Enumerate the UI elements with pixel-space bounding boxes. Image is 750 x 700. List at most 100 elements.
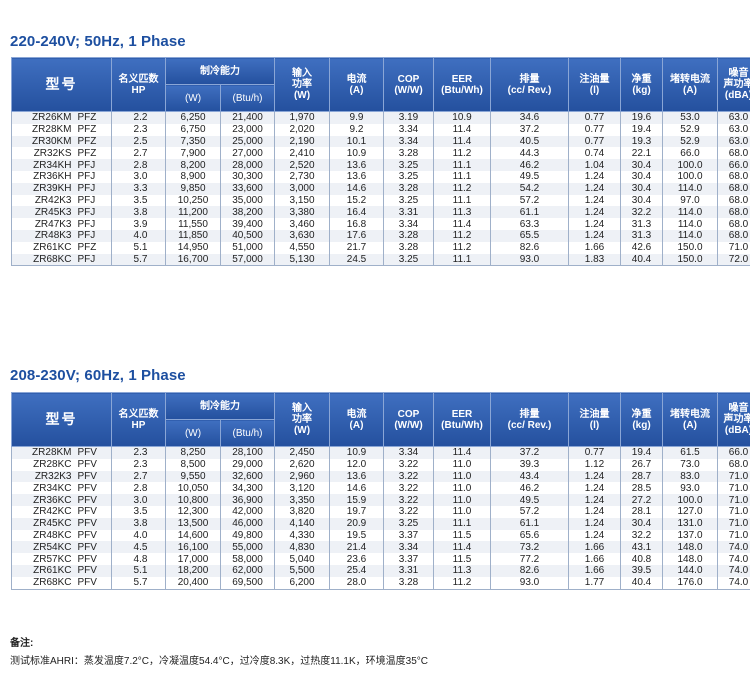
cell-cooling-btu: 21,400 — [220, 111, 275, 124]
cell-cooling-btu: 58,000 — [220, 553, 275, 565]
cell-eer: 11.3 — [433, 206, 491, 219]
cell-model-name: ZR42KC — [11, 505, 78, 518]
cell-model-suffix: PFV — [77, 482, 112, 495]
cell-input-power: 5,040 — [274, 553, 330, 565]
cell-noise: 71.0 — [717, 482, 750, 495]
cell-locked-rotor-current: 114.0 — [662, 182, 718, 195]
cell-locked-rotor-current: 93.0 — [662, 482, 718, 495]
header-hp: 名义匹数 HP — [111, 392, 166, 447]
cell-input-power: 2,450 — [274, 446, 330, 459]
header-oil-charge: 注油量 (l) — [568, 392, 621, 447]
cell-cooling-w: 13,500 — [165, 517, 221, 530]
cell-cooling-btu: 42,000 — [220, 505, 275, 518]
cell-input-power: 2,960 — [274, 470, 330, 483]
cell-oil-charge: 0.74 — [568, 147, 621, 160]
cell-model-suffix: PFV — [77, 529, 112, 542]
cell-cooling-btu: 34,300 — [220, 482, 275, 495]
cell-model-name: ZR30KM — [11, 135, 78, 148]
cell-noise: 63.0 — [717, 135, 750, 148]
cell-cooling-w: 14,600 — [165, 529, 221, 542]
cell-net-weight: 28.5 — [620, 482, 663, 495]
cell-oil-charge: 1.24 — [568, 505, 621, 518]
cell-displacement: 37.2 — [490, 446, 569, 459]
cell-hp: 2.7 — [111, 470, 166, 483]
cell-locked-rotor-current: 97.0 — [662, 194, 718, 207]
notes-text: 测试标准AHRI：蒸发温度7.2°C，冷凝温度54.4°C，过冷度8.3K，过热… — [10, 656, 429, 667]
cell-model-suffix: PFV — [77, 517, 112, 530]
cell-cop: 3.34 — [383, 218, 434, 230]
cell-model-name: ZR45KC — [11, 517, 78, 530]
cell-eer: 11.5 — [433, 553, 491, 565]
cell-current: 12.0 — [329, 458, 384, 471]
table-row: ZR39KH PFJ 3.3 9,850 33,600 3,000 14.6 3.28 11.2… — [11, 182, 750, 195]
cell-cooling-btu: 49,800 — [220, 529, 275, 542]
cell-noise: 71.0 — [717, 470, 750, 483]
cell-displacement: 77.2 — [490, 553, 569, 565]
table-row: ZR28KM PFZ 2.3 6,750 23,000 2,020 9.2 3.34 11.4 3… — [11, 123, 750, 136]
cell-current: 9.2 — [329, 123, 384, 136]
cell-model-suffix: PFV — [77, 470, 112, 483]
cell-model-name: ZR28KM — [11, 446, 78, 459]
cell-input-power: 3,820 — [274, 505, 330, 518]
cell-displacement: 37.2 — [490, 123, 569, 136]
header-model: 型号 — [11, 392, 112, 447]
cell-cooling-w: 11,850 — [165, 229, 221, 242]
cell-cop: 3.22 — [383, 494, 434, 506]
cell-cooling-btu: 39,400 — [220, 218, 275, 230]
cell-noise: 71.0 — [717, 529, 750, 542]
cell-current: 16.4 — [329, 206, 384, 219]
cell-eer: 11.4 — [433, 123, 491, 136]
cell-input-power: 3,150 — [274, 194, 330, 207]
cell-hp: 2.8 — [111, 159, 166, 171]
cell-model-name: ZR34KH — [11, 159, 78, 171]
cell-noise: 68.0 — [717, 206, 750, 219]
header-locked-rotor-current: 堵转电流 (A) — [662, 57, 718, 112]
cell-current: 15.2 — [329, 194, 384, 207]
cell-current: 16.8 — [329, 218, 384, 230]
cell-noise: 74.0 — [717, 564, 750, 577]
cell-oil-charge: 1.83 — [568, 253, 621, 267]
cell-cooling-btu: 35,000 — [220, 194, 275, 207]
cell-cooling-btu: 36,900 — [220, 494, 275, 506]
cell-cop: 3.37 — [383, 553, 434, 565]
cell-input-power: 5,500 — [274, 564, 330, 577]
cell-eer: 11.5 — [433, 529, 491, 542]
header-input-power: 输入 功率 (W) — [274, 57, 330, 112]
cell-displacement: 49.5 — [490, 494, 569, 506]
header-cooling-capacity: 制冷能力 — [165, 57, 275, 85]
table-row: ZR32K3 PFV 2.7 9,550 32,600 2,960 13.6 3.22 11.0… — [11, 470, 750, 483]
cell-eer: 10.9 — [433, 111, 491, 124]
cell-cop: 3.25 — [383, 170, 434, 183]
cell-locked-rotor-current: 148.0 — [662, 553, 718, 565]
cell-net-weight: 30.4 — [620, 182, 663, 195]
cell-cooling-btu: 46,000 — [220, 517, 275, 530]
cell-net-weight: 19.6 — [620, 111, 663, 124]
cell-hp: 4.0 — [111, 229, 166, 242]
cell-hp: 4.5 — [111, 541, 166, 554]
cell-current: 9.9 — [329, 111, 384, 124]
cell-model-name: ZR47K3 — [11, 218, 78, 230]
cell-hp: 2.3 — [111, 446, 166, 459]
cell-cooling-w: 8,900 — [165, 170, 221, 183]
cell-cooling-w: 20,400 — [165, 576, 221, 590]
cell-cop: 3.31 — [383, 206, 434, 219]
cell-eer: 11.2 — [433, 182, 491, 195]
cell-locked-rotor-current: 127.0 — [662, 505, 718, 518]
table-row: ZR28KM PFV 2.3 8,250 28,100 2,450 10.9 3.34 11.4… — [11, 446, 750, 459]
cell-locked-rotor-current: 114.0 — [662, 229, 718, 242]
header-model: 型号 — [11, 57, 112, 112]
table-row: ZR36KH PFJ 3.0 8,900 30,300 2,730 13.6 3.25 11.1… — [11, 170, 750, 183]
cell-input-power: 2,410 — [274, 147, 330, 160]
cell-locked-rotor-current: 176.0 — [662, 576, 718, 590]
cell-input-power: 3,380 — [274, 206, 330, 219]
table-row: ZR30KM PFZ 2.5 7,350 25,000 2,190 10.1 3.34 11.4… — [11, 135, 750, 148]
cell-input-power: 4,550 — [274, 241, 330, 254]
cell-eer: 11.1 — [433, 159, 491, 171]
cell-model-name: ZR61KC — [11, 564, 78, 577]
cell-current: 13.6 — [329, 470, 384, 483]
cell-model-name: ZR61KC — [11, 241, 78, 254]
header-noise: 噪音 声功率 (dBA) — [717, 392, 750, 447]
cell-eer: 11.2 — [433, 147, 491, 160]
cell-model-name: ZR34KC — [11, 482, 78, 495]
cell-oil-charge: 1.66 — [568, 564, 621, 577]
